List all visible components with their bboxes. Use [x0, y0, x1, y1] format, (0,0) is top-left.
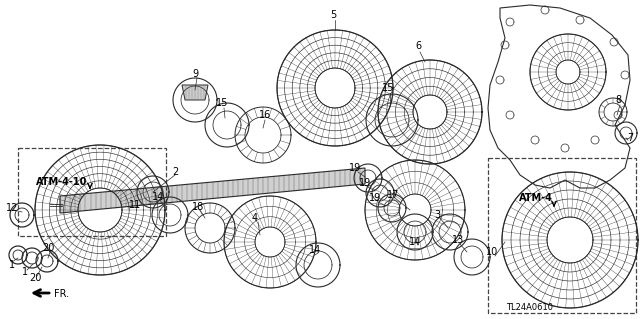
Text: 20: 20 — [42, 243, 54, 253]
Text: 1: 1 — [9, 260, 15, 270]
Text: 15: 15 — [216, 98, 228, 108]
Text: 11: 11 — [129, 200, 141, 210]
Bar — [488, 158, 636, 313]
Bar — [18, 148, 166, 236]
Text: 18: 18 — [192, 202, 204, 212]
Text: 19: 19 — [359, 178, 371, 188]
Text: ATM-4-10: ATM-4-10 — [36, 177, 88, 187]
Text: TL24A0610: TL24A0610 — [506, 303, 554, 313]
Text: 14: 14 — [152, 192, 164, 202]
Text: 1: 1 — [22, 267, 28, 277]
Text: 9: 9 — [192, 69, 198, 79]
Text: 8: 8 — [615, 95, 621, 105]
Polygon shape — [182, 85, 208, 100]
Text: ATM-4: ATM-4 — [519, 193, 553, 203]
Text: 14: 14 — [309, 245, 321, 255]
Text: 14: 14 — [409, 237, 421, 247]
Text: 3: 3 — [434, 210, 440, 220]
Text: 19: 19 — [349, 163, 361, 173]
Text: 2: 2 — [172, 167, 178, 177]
Text: 13: 13 — [452, 235, 464, 245]
Polygon shape — [60, 168, 365, 213]
Text: 16: 16 — [259, 110, 271, 120]
Text: FR.: FR. — [54, 289, 70, 299]
Text: 6: 6 — [415, 41, 421, 51]
Text: 12: 12 — [6, 203, 18, 213]
Text: 17: 17 — [387, 190, 399, 200]
Text: 4: 4 — [252, 213, 258, 223]
Text: 15: 15 — [382, 83, 394, 93]
Text: 7: 7 — [627, 133, 633, 143]
Text: 20: 20 — [29, 273, 41, 283]
Text: 10: 10 — [486, 247, 498, 257]
Text: 5: 5 — [330, 10, 336, 20]
Text: 19: 19 — [369, 193, 381, 203]
